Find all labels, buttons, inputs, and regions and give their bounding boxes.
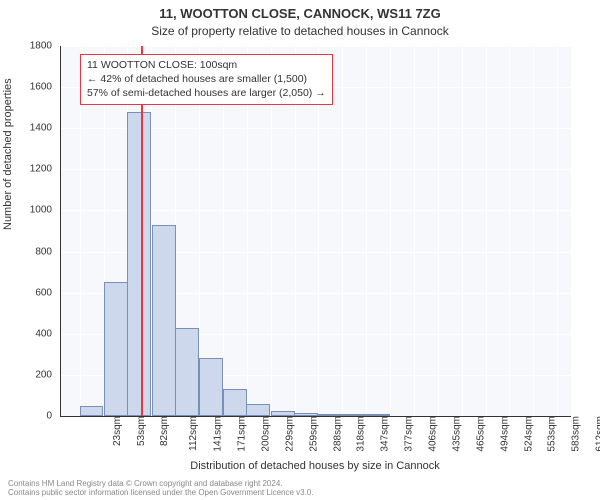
histogram-bar xyxy=(152,225,176,416)
x-tick-label: 406sqm xyxy=(428,416,439,452)
x-tick-label: 465sqm xyxy=(475,416,486,452)
x-tick-label: 377sqm xyxy=(404,416,415,452)
x-tick-label: 112sqm xyxy=(188,416,199,451)
x-tick-label: 200sqm xyxy=(260,416,271,452)
annotation-box: 11 WOOTTON CLOSE: 100sqm ← 42% of detach… xyxy=(80,54,333,105)
x-tick-label: 494sqm xyxy=(499,416,510,452)
y-tick-label: 1000 xyxy=(30,205,52,216)
x-tick-label: 583sqm xyxy=(571,416,582,452)
x-tick-label: 524sqm xyxy=(523,416,534,452)
annotation-line: 57% of semi-detached houses are larger (… xyxy=(87,86,326,100)
x-tick-label: 259sqm xyxy=(308,416,319,452)
x-tick-label: 82sqm xyxy=(159,416,170,446)
x-tick-label: 612sqm xyxy=(595,416,600,452)
gridline-v xyxy=(486,46,487,416)
x-tick-label: 553sqm xyxy=(547,416,558,452)
footer-attribution: Contains HM Land Registry data © Crown c… xyxy=(8,479,314,498)
gridline-v xyxy=(438,46,439,416)
histogram-bar xyxy=(127,112,151,416)
chart-title: 11, WOOTTON CLOSE, CANNOCK, WS11 7ZG xyxy=(0,6,600,21)
footer-line: Contains public sector information licen… xyxy=(8,488,314,498)
y-tick-label: 400 xyxy=(35,328,52,339)
x-tick-label: 347sqm xyxy=(380,416,391,452)
x-axis-label: Distribution of detached houses by size … xyxy=(60,460,570,472)
y-tick-label: 0 xyxy=(46,411,52,422)
histogram-bar xyxy=(104,282,128,416)
x-tick-label: 23sqm xyxy=(112,416,123,446)
y-tick-label: 800 xyxy=(35,246,52,257)
y-tick-label: 600 xyxy=(35,287,52,298)
y-tick-label: 1600 xyxy=(30,82,52,93)
y-axis-ticks: 020040060080010001200140016001800 xyxy=(0,46,56,416)
histogram-bar xyxy=(246,404,270,416)
gridline-v xyxy=(509,46,510,416)
footer-line: Contains HM Land Registry data © Crown c… xyxy=(8,479,314,489)
x-axis-ticks: 23sqm53sqm82sqm112sqm141sqm171sqm200sqm2… xyxy=(60,416,570,417)
x-tick-label: 171sqm xyxy=(237,416,248,452)
chart-subtitle: Size of property relative to detached ho… xyxy=(0,24,600,38)
x-tick-label: 435sqm xyxy=(452,416,463,452)
gridline-v xyxy=(557,46,558,416)
x-tick-label: 141sqm xyxy=(213,416,224,452)
y-tick-label: 1200 xyxy=(30,164,52,175)
y-tick-label: 1800 xyxy=(30,41,52,52)
histogram-bar xyxy=(175,328,199,416)
x-tick-label: 229sqm xyxy=(284,416,295,452)
gridline-v xyxy=(366,46,367,416)
histogram-bar xyxy=(199,358,223,416)
gridline-v xyxy=(342,46,343,416)
y-tick-label: 1400 xyxy=(30,123,52,134)
x-tick-label: 53sqm xyxy=(136,416,147,446)
annotation-line: ← 42% of detached houses are smaller (1,… xyxy=(87,72,326,86)
gridline-v xyxy=(533,46,534,416)
y-tick-label: 200 xyxy=(35,369,52,380)
annotation-line: 11 WOOTTON CLOSE: 100sqm xyxy=(87,58,326,72)
gridline-v xyxy=(390,46,391,416)
gridline-h xyxy=(61,46,571,47)
histogram-bar xyxy=(223,389,247,416)
x-tick-label: 318sqm xyxy=(356,416,367,452)
x-tick-label: 288sqm xyxy=(332,416,343,452)
histogram-bar xyxy=(80,406,104,416)
gridline-v xyxy=(462,46,463,416)
gridline-v xyxy=(414,46,415,416)
